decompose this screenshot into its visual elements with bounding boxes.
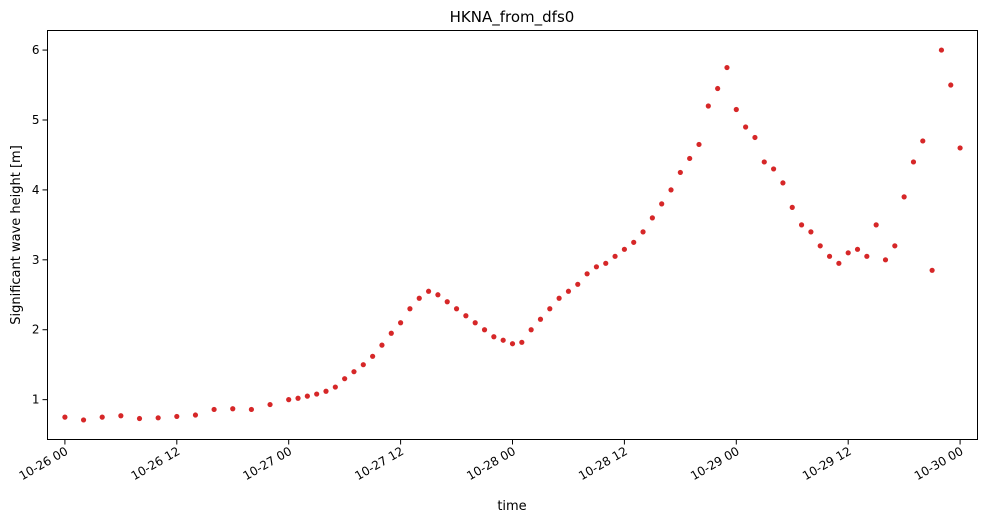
- data-point: [882, 257, 889, 263]
- data-point: [360, 362, 366, 368]
- data-point: [780, 180, 786, 186]
- data-point: [771, 166, 777, 172]
- data-point: [677, 169, 683, 176]
- data-point: [705, 103, 711, 109]
- data-point: [621, 246, 628, 252]
- data-point: [798, 222, 805, 228]
- chart-title: HKNA_from_dfs0: [450, 8, 575, 27]
- data-point: [836, 260, 842, 266]
- data-point: [761, 159, 767, 165]
- data-point: [668, 187, 674, 193]
- data-point: [873, 222, 879, 228]
- data-point: [547, 306, 553, 312]
- data-point: [901, 194, 907, 200]
- data-point: [752, 134, 758, 141]
- data-point: [938, 47, 945, 53]
- data-point: [342, 376, 348, 382]
- data-point: [845, 250, 851, 256]
- y-tick-label: 3: [32, 253, 40, 267]
- data-point: [295, 395, 301, 401]
- data-point: [416, 295, 422, 301]
- data-point: [435, 292, 441, 298]
- y-axis-label: Significant wave height [m]: [9, 145, 24, 325]
- data-point: [314, 391, 320, 397]
- data-point: [379, 342, 385, 348]
- data-point: [892, 243, 898, 249]
- data-point: [351, 369, 357, 375]
- data-point: [957, 145, 963, 151]
- data-point: [649, 215, 655, 221]
- data-point: [528, 327, 534, 333]
- data-point: [565, 288, 572, 294]
- data-point: [472, 320, 478, 326]
- data-point: [696, 141, 702, 148]
- y-tick-label: 4: [32, 183, 40, 197]
- data-point: [230, 406, 236, 412]
- data-point: [407, 306, 413, 312]
- y-tick-label: 5: [32, 113, 40, 127]
- y-tick-label: 6: [32, 43, 40, 57]
- data-point: [584, 271, 590, 277]
- data-point: [817, 243, 823, 249]
- data-point: [715, 85, 721, 92]
- data-point: [211, 406, 217, 413]
- data-point: [118, 413, 124, 419]
- data-point: [789, 204, 795, 210]
- data-point: [453, 306, 460, 312]
- data-point: [267, 401, 273, 408]
- data-point: [155, 415, 161, 421]
- data-point: [500, 337, 506, 343]
- data-point: [864, 253, 870, 259]
- data-point: [323, 388, 329, 394]
- points-layer: [62, 47, 963, 423]
- data-point: [62, 414, 68, 420]
- data-point: [398, 320, 404, 326]
- data-point: [593, 264, 600, 270]
- data-point: [509, 341, 516, 347]
- data-point: [808, 229, 814, 235]
- data-point: [463, 313, 469, 319]
- data-point: [537, 316, 544, 322]
- data-point: [388, 330, 394, 336]
- data-point: [948, 82, 954, 88]
- data-point: [743, 124, 749, 130]
- data-point: [920, 138, 926, 144]
- data-point: [491, 334, 497, 340]
- y-axis-ticks: 1 2 3 4 5 6: [32, 43, 48, 407]
- y-tick-label: 2: [32, 323, 40, 337]
- data-point: [612, 253, 618, 259]
- data-point: [425, 288, 432, 294]
- plot-frame: [47, 30, 978, 440]
- data-point: [99, 414, 105, 420]
- data-point: [519, 339, 525, 345]
- y-tick-label: 1: [32, 393, 40, 407]
- data-point: [80, 417, 87, 423]
- data-point: [929, 267, 935, 273]
- data-point: [304, 393, 310, 399]
- data-point: [603, 260, 609, 266]
- data-point: [370, 353, 376, 359]
- x-axis-label: time: [497, 499, 526, 514]
- data-point: [640, 229, 646, 235]
- data-point: [174, 413, 180, 420]
- data-point: [136, 415, 143, 422]
- data-point: [248, 406, 254, 413]
- data-point: [687, 155, 693, 162]
- data-point: [724, 64, 730, 71]
- data-point: [332, 384, 338, 390]
- data-point: [733, 106, 739, 113]
- data-point: [575, 281, 581, 287]
- data-point: [192, 412, 199, 418]
- data-point: [854, 246, 861, 252]
- data-point: [481, 327, 488, 333]
- data-point: [444, 299, 450, 305]
- data-point: [910, 159, 917, 165]
- data-point: [659, 201, 665, 207]
- data-point: [826, 253, 833, 259]
- data-point: [556, 295, 562, 301]
- data-point: [631, 239, 637, 245]
- data-point: [286, 397, 292, 403]
